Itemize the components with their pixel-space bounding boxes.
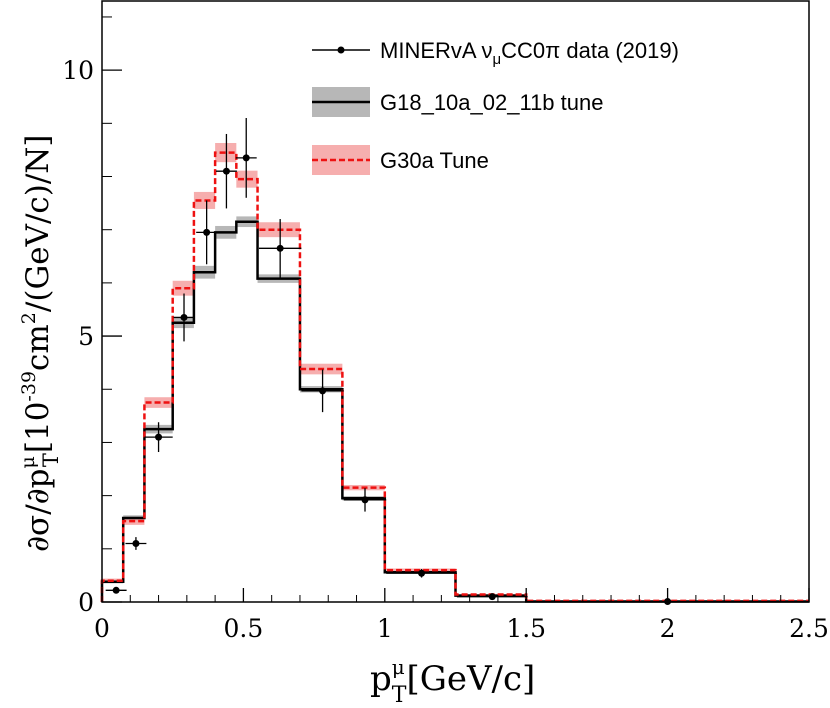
y-tick-label: 10 (62, 56, 94, 85)
data-point (132, 539, 140, 547)
legend-data-marker (337, 46, 345, 54)
data-points (105, 118, 809, 605)
legend-label: G18_10a_02_11b tune (380, 90, 603, 115)
g30-band-bin (236, 170, 258, 188)
model-histograms (100, 151, 809, 603)
plot-frame (101, 0, 810, 603)
data-point (361, 496, 369, 504)
data-point (276, 244, 284, 252)
data-point (222, 167, 230, 175)
y-tick-label: 5 (78, 322, 94, 351)
y-axis: 0 5 10 (62, 16, 122, 617)
x-axis-title: pμ T[GeV/c] (370, 655, 535, 708)
x-tick-label: 2 (660, 614, 676, 643)
x-tick-label: 2.5 (789, 614, 829, 643)
y-tick-label: 0 (78, 588, 94, 617)
x-axis: 0 0.5 1 1.5 2 2.5 (94, 588, 829, 643)
data-point (488, 593, 496, 601)
x-tick-label: 1.5 (506, 614, 546, 643)
y-axis-title: ∂σ/∂pμT[10-39cm2/(GeV/c)/N] (17, 134, 63, 552)
legend-label: G30a Tune (380, 148, 489, 173)
data-point (242, 154, 250, 162)
x-tick-label: 0 (94, 614, 110, 643)
g30-histogram-line (100, 151, 809, 603)
x-tick-label: 1 (377, 614, 393, 643)
g30-band-bin (172, 280, 194, 296)
data-point (112, 586, 120, 594)
legend-label: MINERvA νμCC0π data (2019) (380, 38, 679, 68)
data-point (203, 228, 211, 236)
data-point (319, 387, 327, 395)
data-point (155, 433, 163, 441)
data-point (180, 313, 188, 321)
legend: MINERvA νμCC0π data (2019) G18_10a_02_11b… (312, 38, 679, 175)
g18-histogram-line (100, 220, 809, 603)
g30-band-bin (215, 143, 237, 163)
data-point (418, 569, 426, 577)
x-tick-label: 0.5 (224, 614, 264, 643)
